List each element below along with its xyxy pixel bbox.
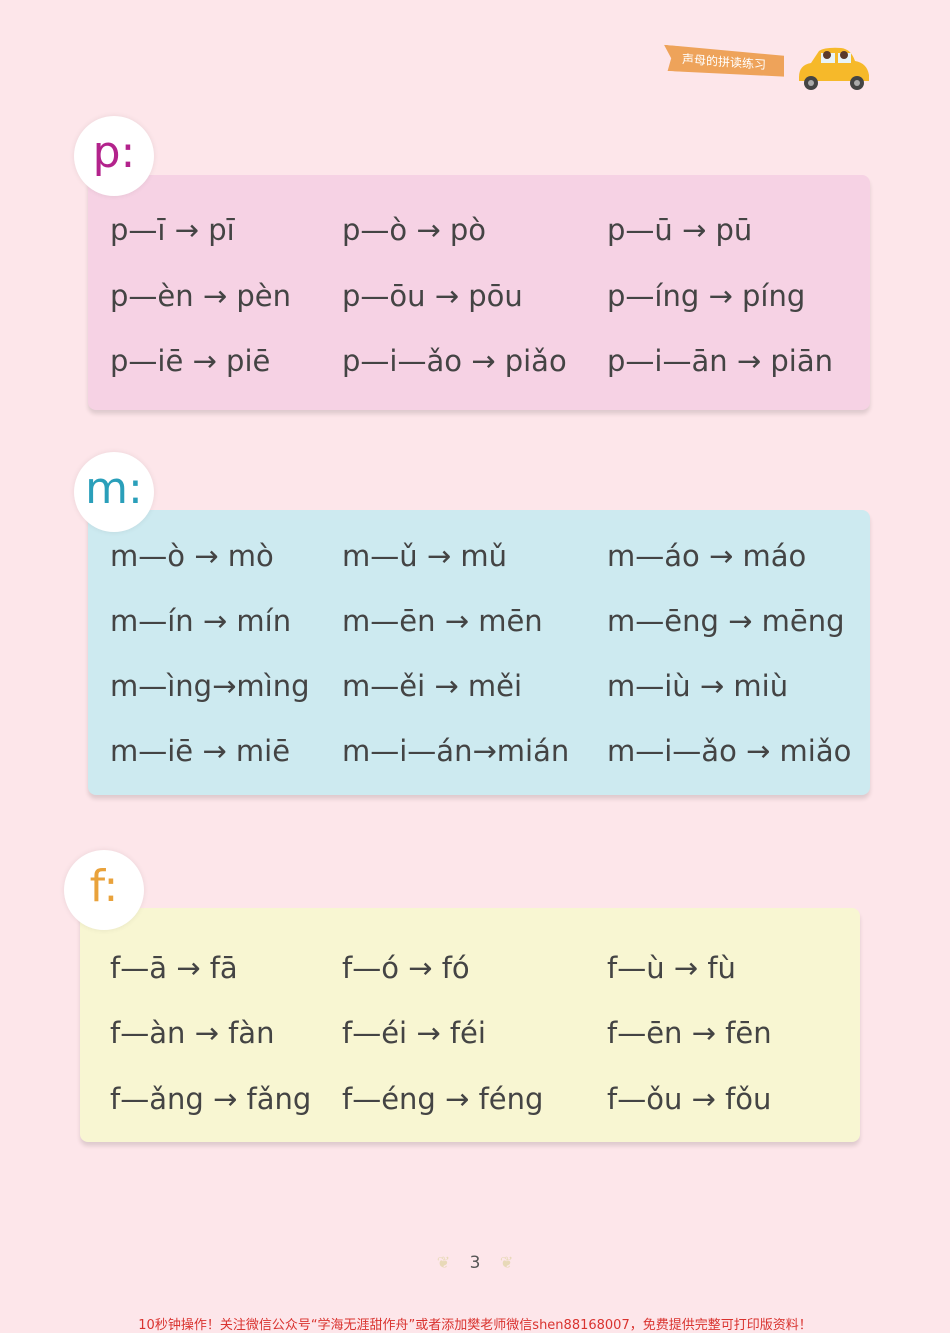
syllable: m—ēng → mēng <box>607 604 845 638</box>
row: p—ī → pī p—ò → pò p—ū → pū <box>88 210 870 250</box>
wing-icon: ❦ <box>436 1253 451 1272</box>
syllable: f—ǒu → fǒu <box>607 1082 772 1116</box>
syllable: f—àn → fàn <box>110 1016 275 1050</box>
syllable: f—ēn → fēn <box>607 1016 772 1050</box>
syllable: m—iē → miē <box>110 734 291 768</box>
syllable: p—èn → pèn <box>110 279 291 313</box>
section-m: m—ò → mò m—ǔ → mǔ m—áo → máo m—ín → mín … <box>88 510 870 795</box>
row: f—ā → fā f—ó → fó f—ù → fù <box>80 948 860 988</box>
letter-badge-m: m: <box>78 456 150 528</box>
page-number: 3 <box>469 1253 481 1273</box>
syllable: m—i—án→mián <box>342 734 570 768</box>
letter-badge-p: p: <box>78 120 150 192</box>
syllable: f—éi → féi <box>342 1016 486 1050</box>
syllable: m—ǔ → mǔ <box>342 539 507 573</box>
syllable: f—ù → fù <box>607 951 736 985</box>
row: m—iē → miē m—i—án→mián m—i—ǎo → miǎo <box>88 731 870 771</box>
title-banner: 声母的拼读练习 <box>664 45 784 79</box>
syllable: m—i—ǎo → miǎo <box>607 734 852 768</box>
syllable: m—iù → miù <box>607 669 789 703</box>
syllable: m—ēn → mēn <box>342 604 543 638</box>
row: m—ín → mín m—ēn → mēn m—ēng → mēng <box>88 601 870 641</box>
syllable: m—ìng→mìng <box>110 669 310 703</box>
row: m—ìng→mìng m—ěi → měi m—iù → miù <box>88 666 870 706</box>
row: m—ò → mò m—ǔ → mǔ m—áo → máo <box>88 536 870 576</box>
syllable: f—ā → fā <box>110 951 238 985</box>
syllable: p—ōu → pōu <box>342 279 523 313</box>
wing-icon: ❦ <box>499 1253 514 1272</box>
page-number-area: ❦ 3 ❦ <box>0 1253 950 1273</box>
syllable: m—ěi → měi <box>342 669 523 703</box>
row: p—iē → piē p—i—ǎo → piǎo p—i—ān → piān <box>88 341 870 381</box>
car-icon <box>799 47 869 90</box>
footer-notice: 10秒钟操作！关注微信公众号“学海无涯甜作舟”或者添加樊老师微信shen8816… <box>138 1318 812 1333</box>
section-f: f—ā → fā f—ó → fó f—ù → fù f—àn → fàn f—… <box>80 908 860 1142</box>
syllable: p—ī → pī <box>110 213 235 247</box>
syllable: m—ò → mò <box>110 539 274 573</box>
syllable: f—éng → féng <box>342 1082 544 1116</box>
syllable: p—ū → pū <box>607 213 753 247</box>
section-p: p—ī → pī p—ò → pò p—ū → pū p—èn → pèn p—… <box>88 175 870 410</box>
syllable: m—áo → máo <box>607 539 807 573</box>
syllable: p—ò → pò <box>342 213 487 247</box>
row: f—ǎng → fǎng f—éng → féng f—ǒu → fǒu <box>80 1079 860 1119</box>
row: f—àn → fàn f—éi → féi f—ēn → fēn <box>80 1013 860 1053</box>
syllable: m—ín → mín <box>110 604 292 638</box>
syllable: f—ó → fó <box>342 951 470 985</box>
syllable: p—i—ān → piān <box>607 344 833 378</box>
syllable: p—iē → piē <box>110 344 271 378</box>
syllable: p—íng → píng <box>607 279 806 313</box>
syllable: f—ǎng → fǎng <box>110 1082 312 1116</box>
row: p—èn → pèn p—ōu → pōu p—íng → píng <box>88 276 870 316</box>
letter-badge-f: f: <box>68 854 140 926</box>
syllable: p—i—ǎo → piǎo <box>342 344 567 378</box>
